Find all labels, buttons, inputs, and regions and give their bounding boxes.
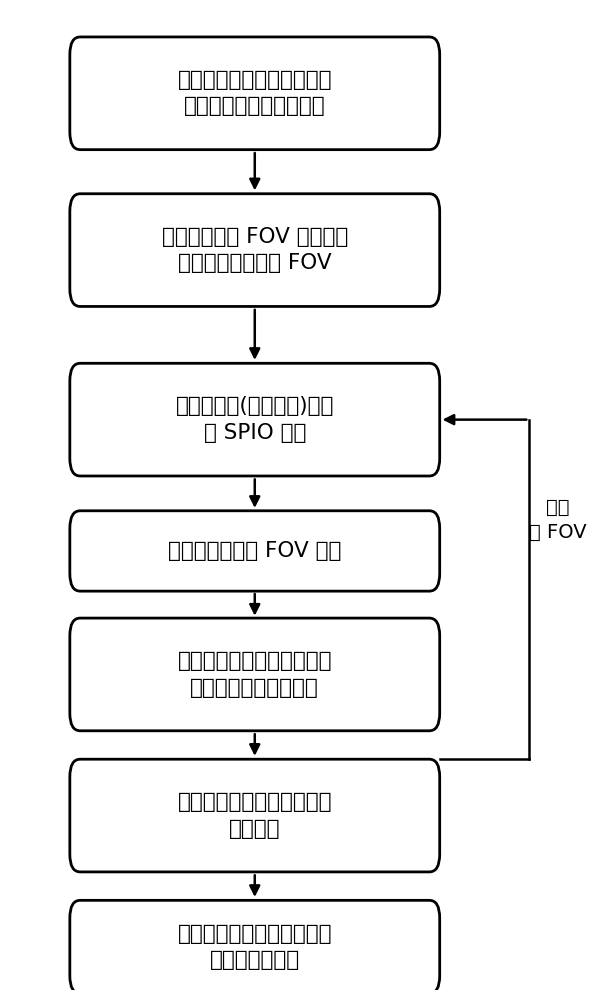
FancyBboxPatch shape <box>70 363 439 476</box>
FancyBboxPatch shape <box>70 618 439 731</box>
Text: 放置探测板于 FOV 中并调整
位置使其覆盖整个 FOV: 放置探测板于 FOV 中并调整 位置使其覆盖整个 FOV <box>162 227 348 273</box>
Text: 未覆
盖 FOV: 未覆 盖 FOV <box>529 498 587 542</box>
Text: 在起始晶格(下一晶格)中注
入 SPIO 溶液: 在起始晶格(下一晶格)中注 入 SPIO 溶液 <box>176 396 334 443</box>
Text: 进行信号滤波和降噪，并减
掉之前获得的所有信号: 进行信号滤波和降噪，并减 掉之前获得的所有信号 <box>178 651 332 698</box>
Text: 通过逆运算获得系统矩阵的
部分列值: 通过逆运算获得系统矩阵的 部分列值 <box>178 792 332 839</box>
FancyBboxPatch shape <box>70 759 439 872</box>
FancyBboxPatch shape <box>70 511 439 591</box>
FancyBboxPatch shape <box>70 900 439 993</box>
Text: 组合获得的所有列值，获得
完整的系统矩阵: 组合获得的所有列值，获得 完整的系统矩阵 <box>178 924 332 970</box>
Text: 通过隔离板和探测板构建所
需探测分辨率的晶格单元: 通过隔离板和探测板构建所 需探测分辨率的晶格单元 <box>178 70 332 116</box>
FancyBboxPatch shape <box>70 194 439 306</box>
FancyBboxPatch shape <box>70 37 439 150</box>
Text: 进行一次完整的 FOV 扫描: 进行一次完整的 FOV 扫描 <box>168 541 341 561</box>
